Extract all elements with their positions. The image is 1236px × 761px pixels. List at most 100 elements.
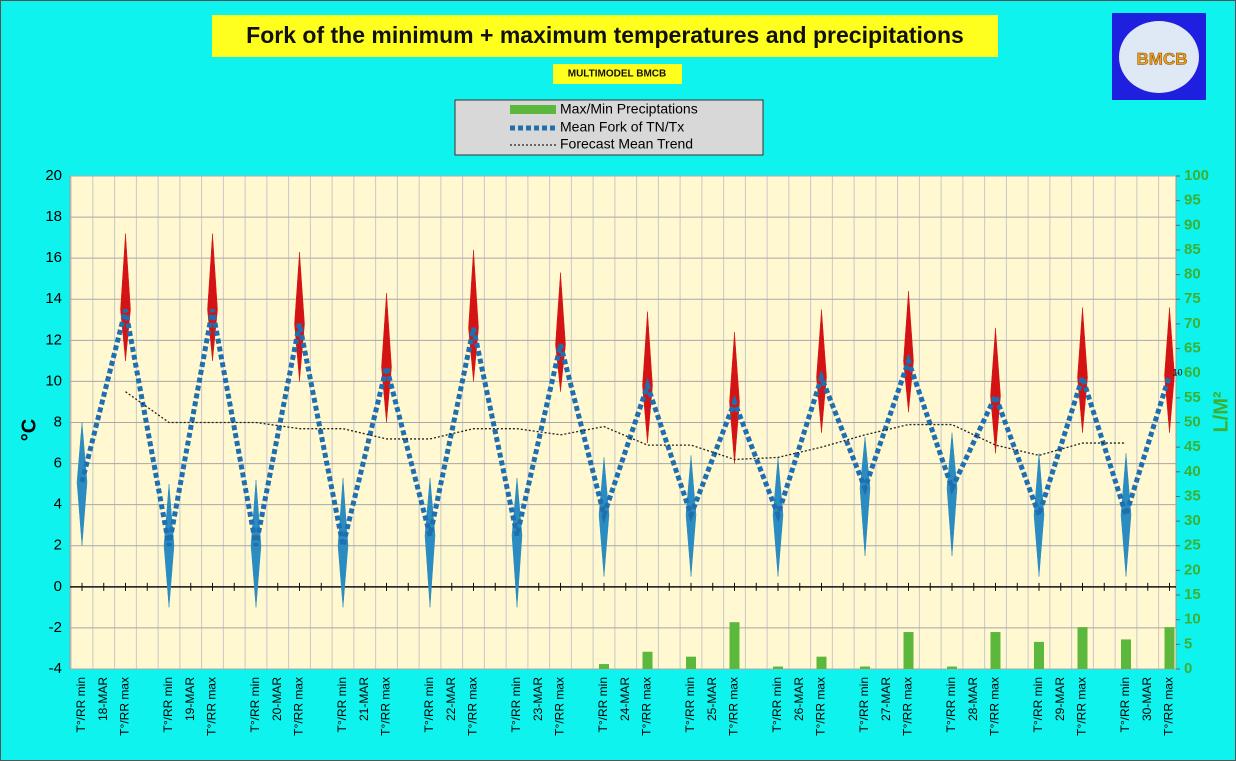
precip-bar [1034, 641, 1044, 669]
y2-tick-label: 60 [1184, 364, 1201, 381]
x-tick-label: T°/RR min [161, 677, 175, 732]
y2-tick-label: 85 [1184, 241, 1201, 258]
x-tick-label: T°/RR min [74, 677, 88, 732]
chart-subtitle: MULTIMODEL BMCB [568, 69, 667, 80]
x-tick-label: T°/RR max [379, 677, 393, 736]
x-tick-label: T°/RR min [1118, 677, 1132, 732]
x-tick-label: T°/RR max [205, 677, 219, 736]
x-tick-label: T°/RR max [1075, 677, 1089, 736]
fork-line [79, 308, 1172, 547]
tn-spindle [1120, 453, 1132, 577]
x-tick-label: T°/RR max [988, 677, 1002, 736]
y2-tick-label: 45 [1184, 438, 1201, 455]
x-tick-label: T°/RR min [335, 677, 349, 732]
x-tick-label: T°/RR max [118, 677, 132, 736]
y-axis-label: °C [18, 419, 40, 441]
y-tick-label: 16 [45, 249, 62, 266]
x-tick-label: 30-MAR [1140, 677, 1154, 721]
x-tick-label: T°/RR min [509, 677, 523, 732]
tx-spindle [381, 293, 392, 423]
x-tick-label: T°/RR max [814, 677, 828, 736]
x-tick-label: 25-MAR [705, 677, 719, 721]
x-tick-label: T°/RR min [1031, 677, 1045, 732]
x-tick-label: 20-MAR [270, 677, 284, 721]
tn-spindle [946, 432, 958, 557]
x-tick-label: 19-MAR [183, 677, 197, 721]
y2-tick-label: 90 [1184, 216, 1201, 233]
y2-tick-label: 30 [1184, 512, 1201, 529]
x-tick-label: T°/RR max [292, 677, 306, 736]
title-box [212, 15, 998, 57]
x-tick-label: T°/RR min [422, 677, 436, 732]
x-tick-label: T°/RR min [683, 677, 697, 732]
y-tick-label: 12 [45, 331, 62, 348]
y2-tick-label: 55 [1184, 389, 1201, 406]
tx-spindle [990, 327, 1001, 454]
x-tick-label: T°/RR min [596, 677, 610, 732]
precip-bar [990, 632, 1001, 669]
tx-spindle [1077, 307, 1088, 433]
x-tick-label: T°/RR min [248, 677, 262, 732]
legend-box [454, 99, 764, 156]
legend-label: Forecast Mean Trend [560, 136, 693, 152]
precip-bar [1164, 627, 1175, 669]
x-tick-label: 28-MAR [966, 677, 980, 721]
x-tick-label: 26-MAR [792, 677, 806, 721]
annotation: 10 [1173, 368, 1183, 378]
y-tick-label: -2 [49, 619, 62, 636]
y2-tick-label: 95 [1184, 192, 1201, 209]
x-tick-label: T°/RR min [944, 677, 958, 732]
x-tick-label: 18-MAR [96, 677, 110, 721]
y-tick-label: 18 [45, 208, 62, 225]
y-tick-label: 14 [45, 290, 62, 307]
x-tick-label: 24-MAR [618, 677, 632, 721]
precip-bar [1077, 627, 1088, 669]
precip-bar [816, 656, 827, 669]
subtitle-box [553, 64, 682, 84]
y2-tick-label: 15 [1184, 586, 1201, 603]
legend-swatch-precip [510, 105, 556, 114]
y2-tick-label: 100 [1184, 167, 1209, 184]
y2-tick-label: 20 [1184, 561, 1201, 578]
x-tick-label: 29-MAR [1053, 677, 1067, 721]
y2-tick-label: 35 [1184, 487, 1201, 504]
precip-bar [686, 656, 696, 669]
x-tick-label: T°/RR min [770, 677, 784, 732]
y-tick-label: 6 [54, 455, 62, 472]
x-tick-label: T°/RR min [857, 677, 871, 732]
tx-spindle [207, 233, 218, 361]
y-tick-label: -4 [49, 660, 62, 677]
x-tick-label: 27-MAR [879, 677, 893, 721]
y-tick-label: 0 [54, 578, 62, 595]
tx-spindle [120, 233, 131, 361]
y-tick-label: 2 [54, 537, 62, 554]
legend-label: Max/Min Preciptations [560, 101, 698, 117]
y2-tick-label: 65 [1184, 340, 1201, 357]
y2-tick-label: 10 [1184, 611, 1201, 628]
x-tick-label: T°/RR max [640, 677, 654, 736]
precip-bar [1121, 639, 1131, 669]
y2-tick-label: 0 [1184, 660, 1192, 677]
x-tick-label: T°/RR max [553, 677, 567, 736]
x-tick-label: T°/RR max [1162, 677, 1176, 736]
y2-tick-label: 25 [1184, 537, 1201, 554]
x-tick-label: 23-MAR [531, 677, 545, 721]
precip-bar [773, 666, 783, 669]
tx-spindle [642, 311, 653, 444]
x-tick-label: T°/RR max [901, 677, 915, 736]
y-tick-label: 10 [45, 372, 62, 389]
x-tick-label: 22-MAR [444, 677, 458, 721]
x-tick-label: T°/RR max [466, 677, 480, 736]
y-tick-label: 8 [54, 413, 62, 430]
y2-axis-label: L/M² [1210, 391, 1232, 432]
y-tick-label: 20 [45, 167, 62, 184]
tx-spindle [1164, 307, 1175, 433]
tn-spindle [1033, 453, 1045, 577]
y2-tick-label: 5 [1184, 635, 1192, 652]
tx-spindle [903, 291, 914, 413]
legend-label: Mean Fork of TN/Tx [560, 119, 684, 135]
y2-tick-label: 75 [1184, 290, 1201, 307]
precip-bar [599, 664, 609, 669]
